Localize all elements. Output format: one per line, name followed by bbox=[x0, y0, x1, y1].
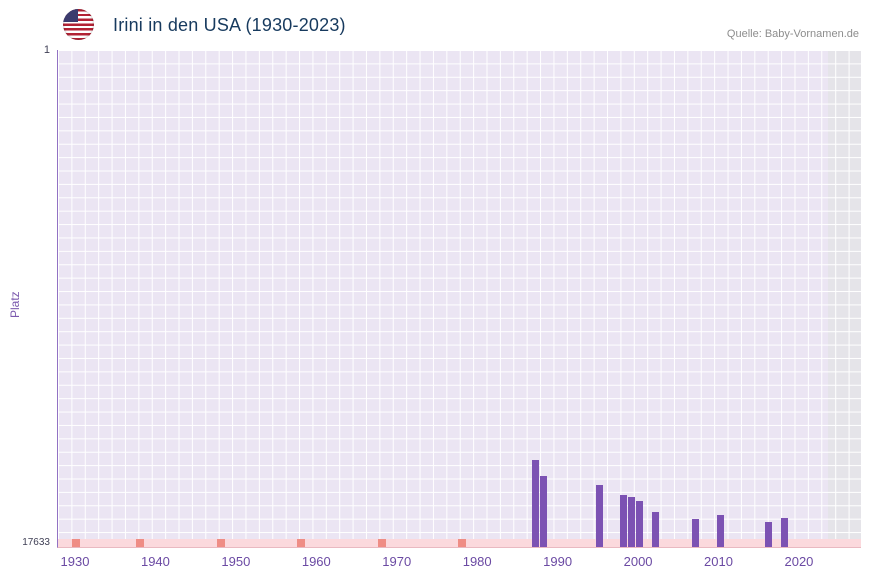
y-axis-bottom-tick: 17633 bbox=[22, 537, 50, 548]
bar-2002 bbox=[652, 512, 659, 547]
unranked-marker-1930 bbox=[72, 539, 80, 547]
plot-area bbox=[57, 50, 861, 548]
x-tick-1970: 1970 bbox=[382, 554, 412, 569]
us-flag-canton bbox=[63, 9, 78, 23]
bar-2000 bbox=[636, 501, 643, 547]
bar-1987 bbox=[532, 460, 539, 547]
x-tick-1930: 1930 bbox=[60, 554, 90, 569]
x-tick-2000: 2000 bbox=[623, 554, 653, 569]
x-tick-2010: 2010 bbox=[704, 554, 733, 569]
x-tick-1950: 1950 bbox=[221, 554, 251, 569]
x-tick-1940: 1940 bbox=[140, 554, 170, 569]
source-credit: Quelle: Baby-Vornamen.de bbox=[726, 28, 859, 40]
unranked-marker-1978 bbox=[458, 539, 466, 547]
x-axis: 1930 1940 1950 1960 1970 1980 1990 2000 2010 2020 bbox=[57, 554, 860, 574]
bar-2010 bbox=[717, 515, 724, 547]
bar-1999 bbox=[628, 497, 635, 547]
unranked-marker-1958 bbox=[297, 539, 305, 547]
y-axis-top-tick: 1 bbox=[43, 44, 50, 56]
bar-2016 bbox=[765, 522, 772, 547]
bar-1998 bbox=[620, 495, 627, 547]
bar-1988 bbox=[540, 476, 547, 547]
bar-2007 bbox=[692, 519, 699, 547]
x-tick-1960: 1960 bbox=[301, 554, 331, 569]
unranked-marker-1948 bbox=[217, 539, 225, 547]
x-tick-1980: 1980 bbox=[462, 554, 492, 569]
unranked-strip bbox=[58, 539, 861, 547]
no-data-band bbox=[828, 50, 861, 547]
unranked-marker-1938 bbox=[136, 539, 144, 547]
bar-2018 bbox=[781, 518, 788, 547]
y-axis-label: Platz bbox=[8, 291, 22, 318]
bars-layer bbox=[58, 50, 861, 547]
unranked-marker-1968 bbox=[378, 539, 386, 547]
us-flag-icon bbox=[63, 9, 94, 40]
page-title: Irini in den USA (1930-2023) bbox=[113, 15, 346, 35]
x-tick-2020: 2020 bbox=[784, 554, 814, 569]
x-tick-1990: 1990 bbox=[543, 554, 573, 569]
bar-1995 bbox=[596, 485, 603, 547]
